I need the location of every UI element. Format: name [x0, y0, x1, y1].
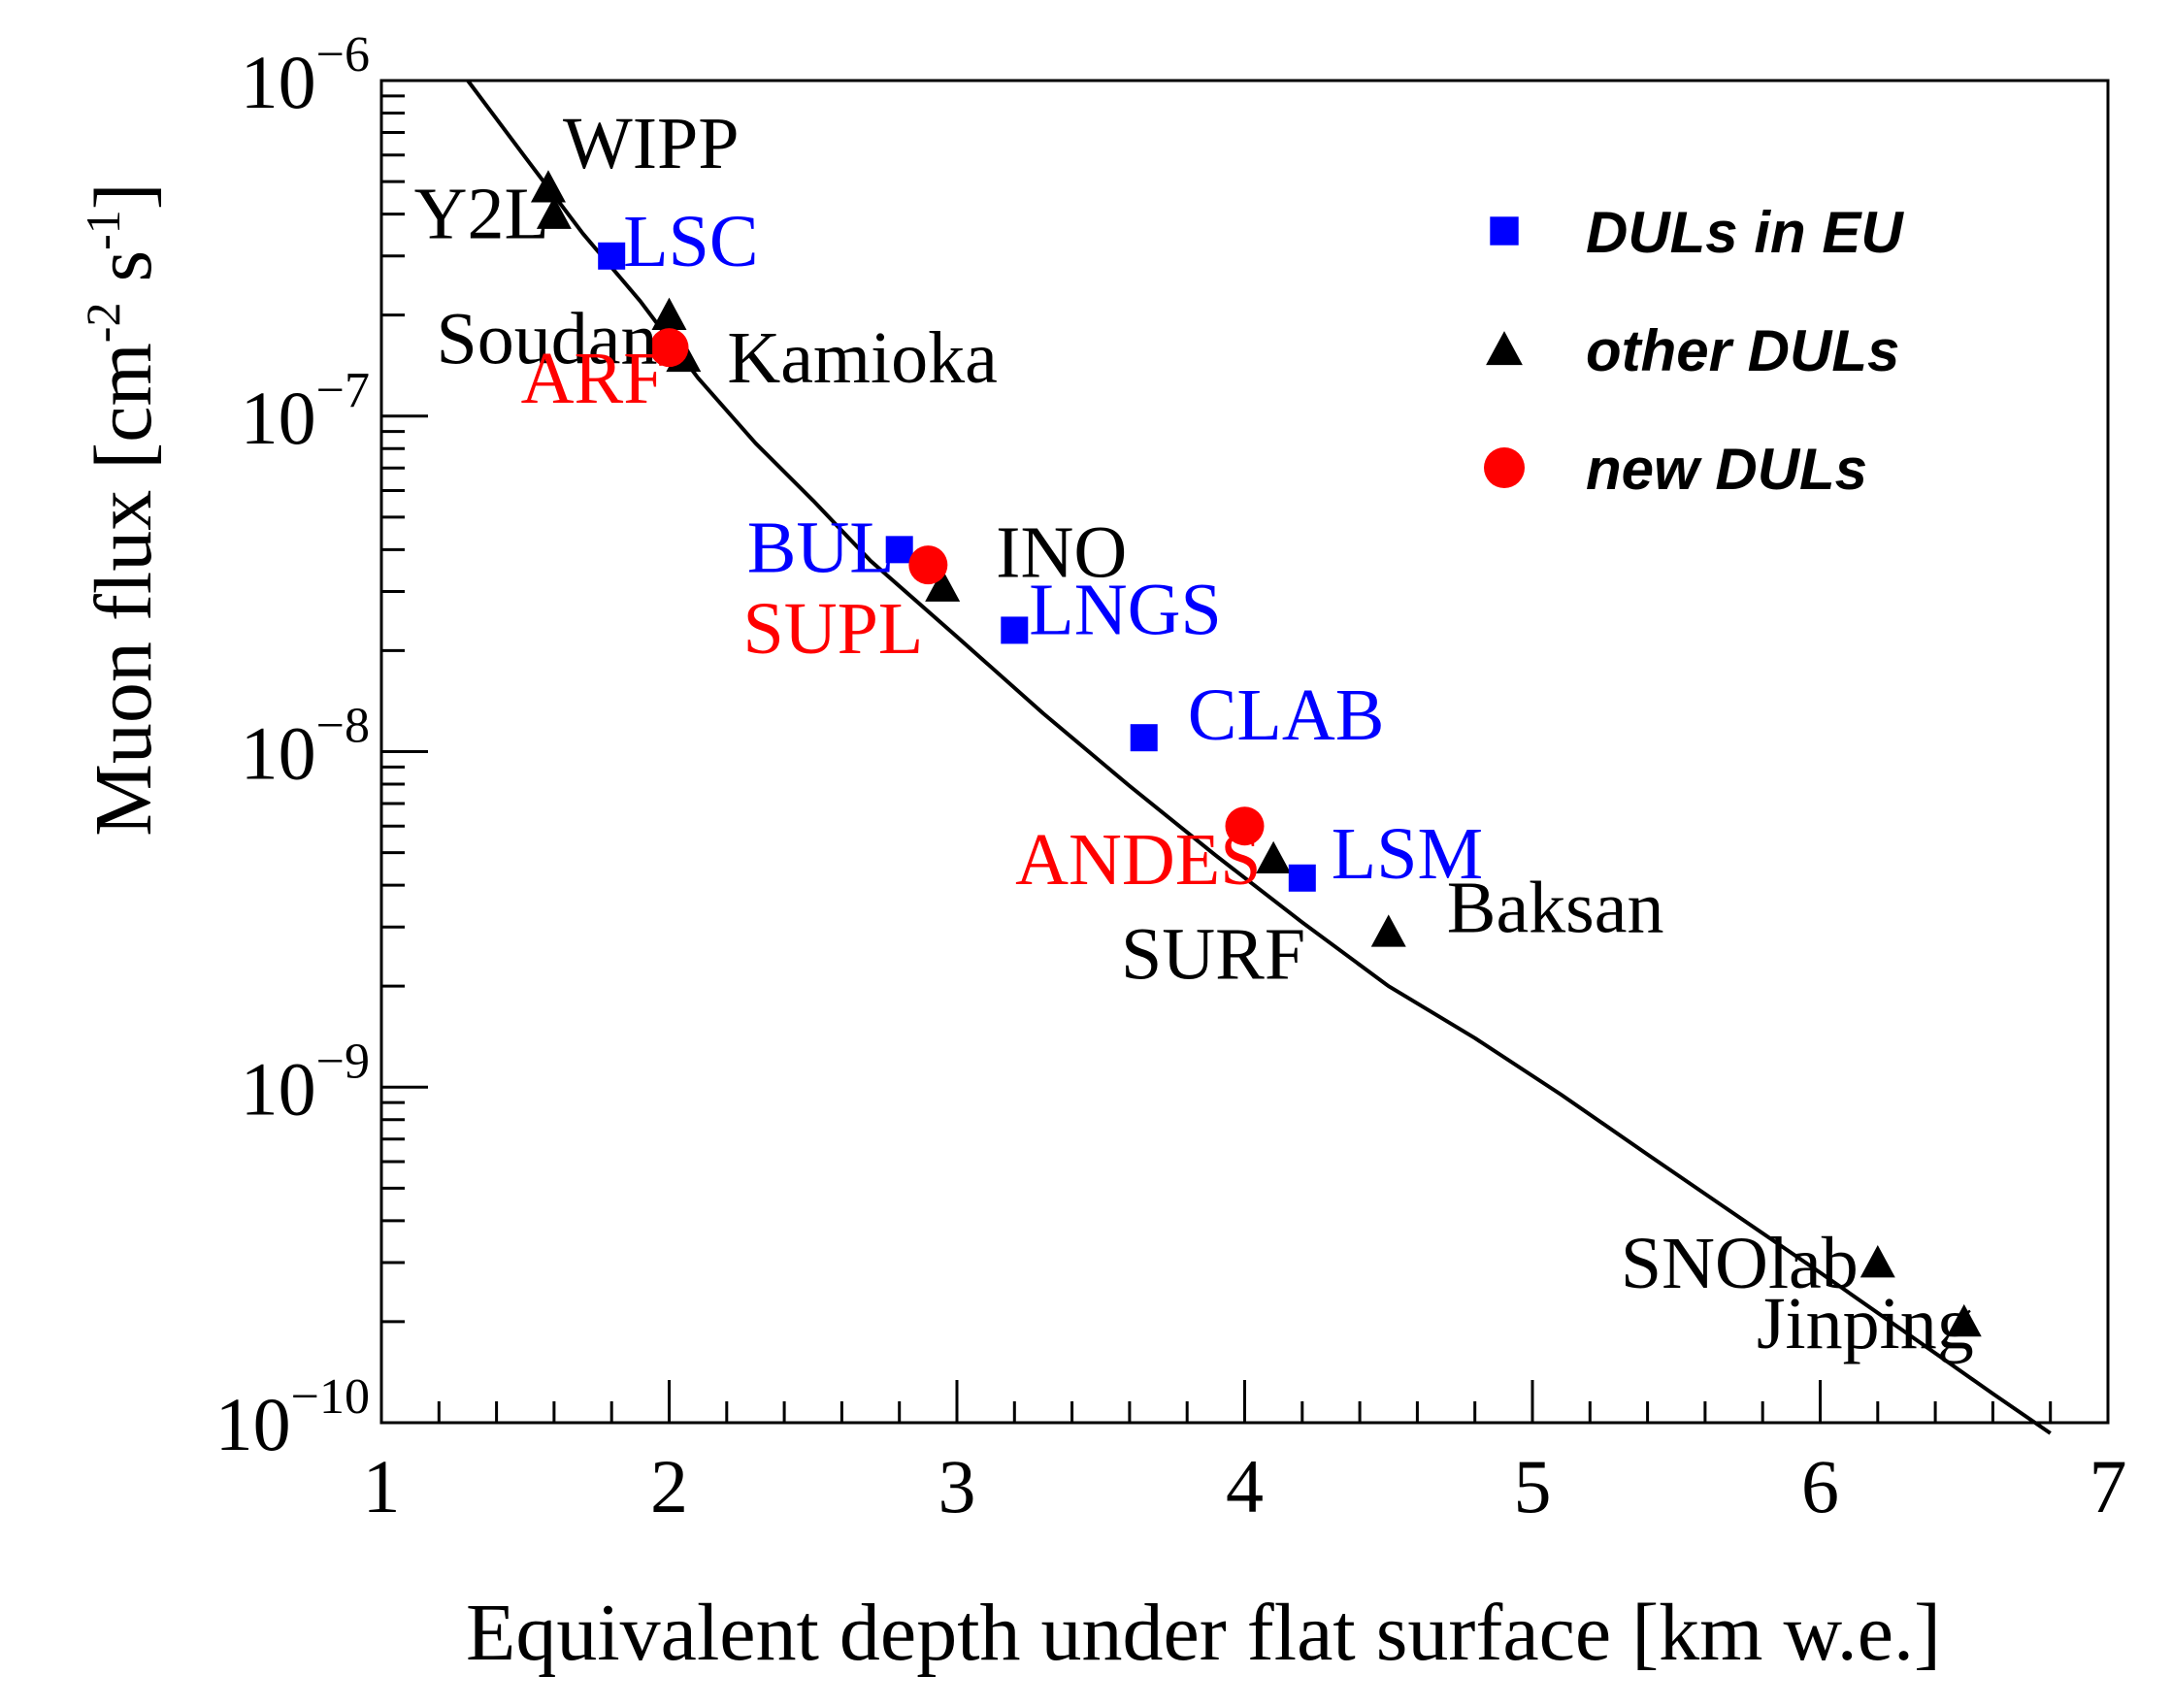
x-tick-label-5: 5 [1514, 1444, 1552, 1528]
x-tick-label-3: 3 [938, 1444, 976, 1528]
legend-marker-other-duls [1486, 331, 1523, 366]
marker-lsm-square [1288, 864, 1316, 892]
legend-label-new-duls: new DULs [1586, 437, 1867, 502]
label-ino: INO [996, 512, 1127, 594]
x-tick-label-1: 1 [363, 1444, 401, 1528]
legend-label-duls-in-eu: DULs in EU [1586, 200, 1904, 265]
data-markers [530, 170, 1982, 1337]
label-snolab: SNOlab [1621, 1223, 1859, 1304]
legend-label-other-duls: other DULs [1586, 318, 1899, 383]
label-bul: BUL [747, 507, 895, 588]
marker-arf-circle [649, 328, 689, 368]
label-lsc: LSC [623, 201, 758, 282]
marker-bul-square [885, 536, 913, 564]
marker-snolab-triangle [1859, 1245, 1895, 1278]
label-surf: SURF [1121, 914, 1305, 996]
y-tick-label: 10−7 [241, 363, 370, 460]
marker-supl-circle [908, 545, 948, 585]
x-tick-label-4: 4 [1226, 1444, 1264, 1528]
legend: DULs in EU other DULs new DULs [1484, 200, 1904, 502]
label-y2l: Y2L [414, 174, 549, 255]
legend-marker-duls-in-eu [1490, 216, 1519, 246]
label-wipp: WIPP [563, 103, 740, 184]
y-tick-label: 10−6 [241, 27, 370, 124]
x-tick-label-7: 7 [2090, 1444, 2127, 1528]
label-clab: CLAB [1188, 674, 1385, 756]
y-axis-title-base: Muon flux [cm [79, 343, 169, 837]
x-tick-label-2: 2 [650, 1444, 688, 1528]
marker-ino-triangle [925, 569, 961, 602]
x-tick-label-6: 6 [1801, 1444, 1839, 1528]
label-jinping: Jinping [1757, 1283, 1974, 1364]
plot-frame [379, 79, 2110, 1425]
marker-baksan-triangle [1370, 914, 1406, 947]
y-tick-label: 10−10 [215, 1369, 370, 1466]
label-lsm: LSM [1332, 813, 1483, 895]
x-axis-title: Equivalent depth under flat surface [km … [466, 1588, 1941, 1678]
marker-y2l-triangle [536, 196, 572, 229]
marker-clab-square [1130, 724, 1158, 752]
marker-soudan-triangle [651, 297, 687, 330]
y-tick-label: 10−9 [241, 1034, 370, 1131]
legend-marker-new-duls [1484, 447, 1525, 488]
label-kamioka: Kamioka [727, 317, 998, 399]
y-axis-title-mid: s [79, 250, 169, 303]
label-supl: SUPL [743, 588, 924, 670]
y-tick-label: 10−8 [241, 699, 370, 796]
y-axis-title: Muon flux [cm-2 s-1] [76, 182, 169, 837]
y-axis-title-end: ] [79, 182, 169, 210]
label-andes: ANDES [1015, 819, 1261, 901]
label-soudan: Soudan [437, 299, 658, 380]
marker-lngs-square [1001, 616, 1029, 644]
marker-andes-circle [1225, 806, 1265, 846]
marker-surf-triangle [1256, 840, 1292, 874]
y-axis-title-exp2: -1 [76, 210, 130, 250]
y-axis-title-exp1: -2 [76, 303, 130, 344]
marker-lsc-square [598, 242, 626, 270]
marker-jinping-triangle [1946, 1303, 1982, 1337]
label-arf: ARF [521, 338, 665, 419]
marker-wipp-triangle [530, 170, 566, 203]
label-lngs: LNGS [1029, 569, 1221, 650]
axis-ticks: 1 2 3 4 5 6 7 10−6 10−7 10−8 10−9 10−10 [215, 27, 2127, 1528]
label-baksan: Baksan [1447, 867, 1664, 948]
